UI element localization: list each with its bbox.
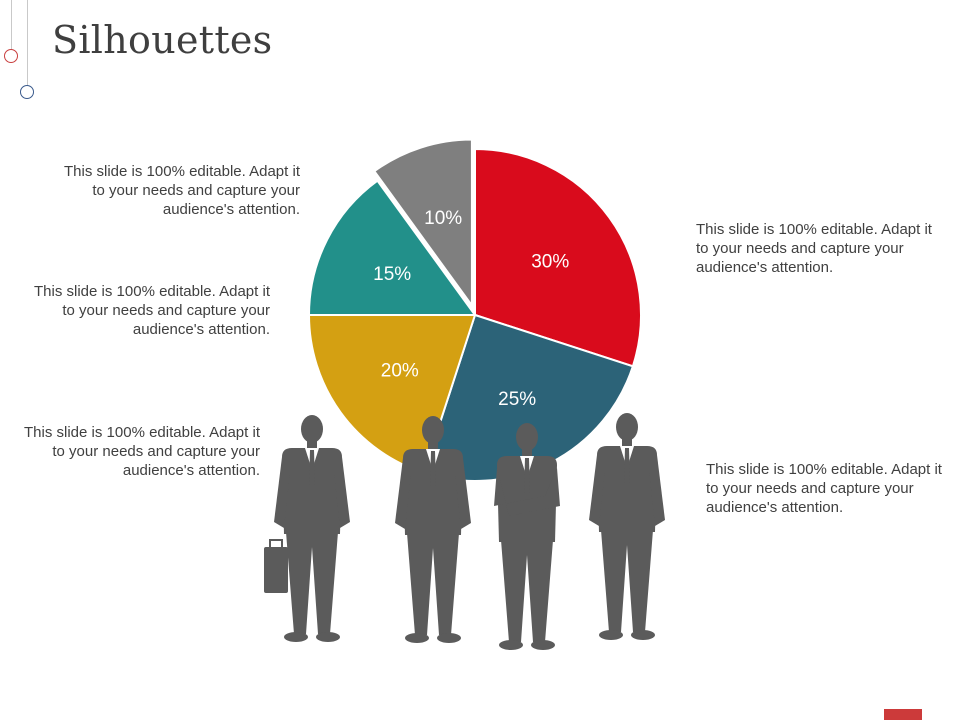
businessman-with-briefcase [264, 415, 350, 642]
pie-slice-15 [307, 179, 477, 316]
deco-line-red [11, 0, 12, 50]
pie-slice-label-10: 10% [424, 208, 462, 229]
deco-line-blue [27, 0, 28, 86]
silhouettes-group [264, 413, 665, 650]
pie-slice-labels: 30% 25% 20% 15% 10% [373, 208, 569, 410]
pie-slices [307, 138, 642, 482]
pie-slice-label-30: 30% [531, 251, 569, 272]
blurb-top-left: This slide is 100% editable. Adapt it to… [64, 163, 300, 218]
blurb-bottom-right: This slide is 100% editable. Adapt it to… [706, 461, 942, 516]
businessman-hands-in-pockets [395, 416, 471, 643]
page-title: Silhouettes [52, 18, 273, 62]
pie-slice-10 [372, 138, 473, 309]
businessman-arms-crossed [494, 423, 560, 650]
blurb-top-right: This slide is 100% editable. Adapt it to… [696, 221, 932, 276]
deco-ring-red [4, 49, 18, 63]
pie-slice-label-15: 15% [373, 264, 411, 285]
blurb-bottom-left: This slide is 100% editable. Adapt it to… [24, 424, 260, 479]
footer-accent [884, 709, 922, 720]
pie-slice-30 [474, 147, 642, 368]
businessman-standing [589, 413, 665, 640]
deco-ring-blue [20, 85, 34, 99]
blurb-middle-left: This slide is 100% editable. Adapt it to… [34, 283, 270, 338]
pie-slice-label-20: 20% [381, 361, 419, 382]
pie-slice-label-25: 25% [498, 389, 536, 410]
